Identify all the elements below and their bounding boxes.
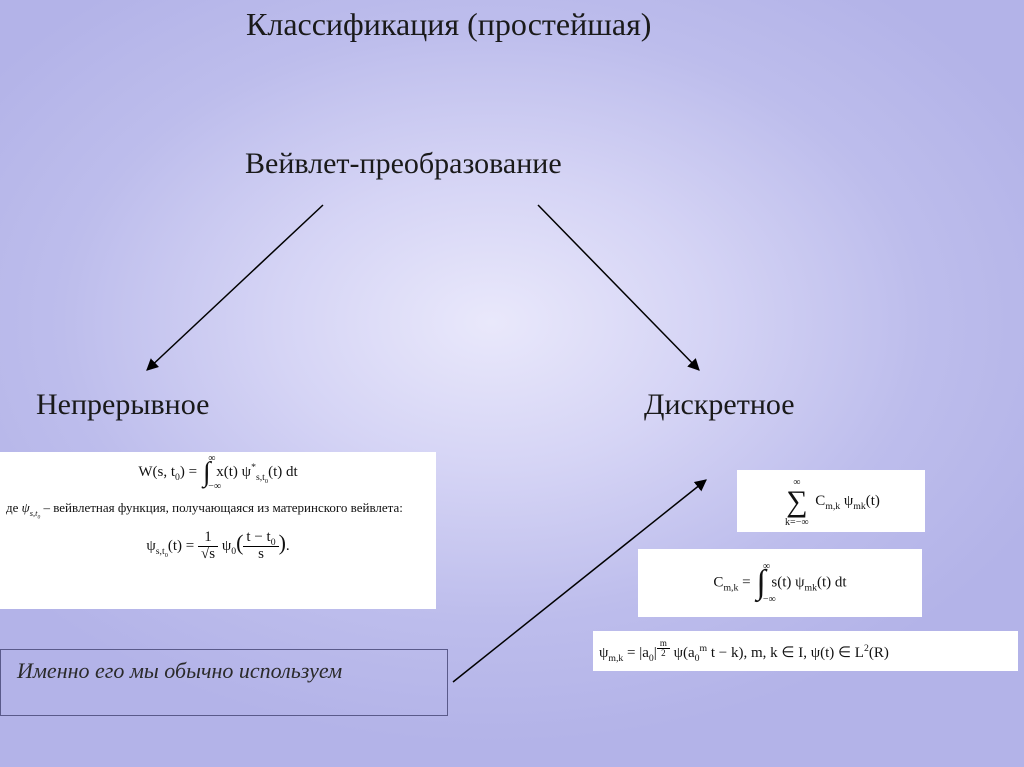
page-title: Классификация (простейшая) <box>246 6 651 43</box>
formula-discrete-sum: ∑∞k=−∞ Cm,k ψmk(t) <box>737 470 925 532</box>
node-root: Вейвлет-преобразование <box>245 147 562 181</box>
formula-discrete-basis: ψm,k = |a0|m2 ψ(a0m t − k), m, k ∈ I, ψ(… <box>593 631 1018 671</box>
note-box: Именно его мы обычно используем <box>0 649 448 716</box>
formula-continuous-line1: W(s, t0) = ∫∞−∞ x(t) ψ*s,t0(t) dt <box>6 460 430 485</box>
formula-continuous: W(s, t0) = ∫∞−∞ x(t) ψ*s,t0(t) dt де ψs,… <box>0 452 436 609</box>
formula-continuous-desc: де ψs,t0 – вейвлетная функция, получающа… <box>6 499 430 519</box>
node-right-leaf: Дискретное <box>644 388 795 422</box>
formula-discrete-coef: Cm,k = ∫∞−∞ s(t) ψmk(t) dt <box>638 549 922 617</box>
node-left-leaf: Непрерывное <box>36 388 209 422</box>
note-text: Именно его мы обычно используем <box>17 658 342 684</box>
formula-continuous-line3: ψs,t0(t) = 1√s ψ0(t − t0s). <box>6 529 430 563</box>
